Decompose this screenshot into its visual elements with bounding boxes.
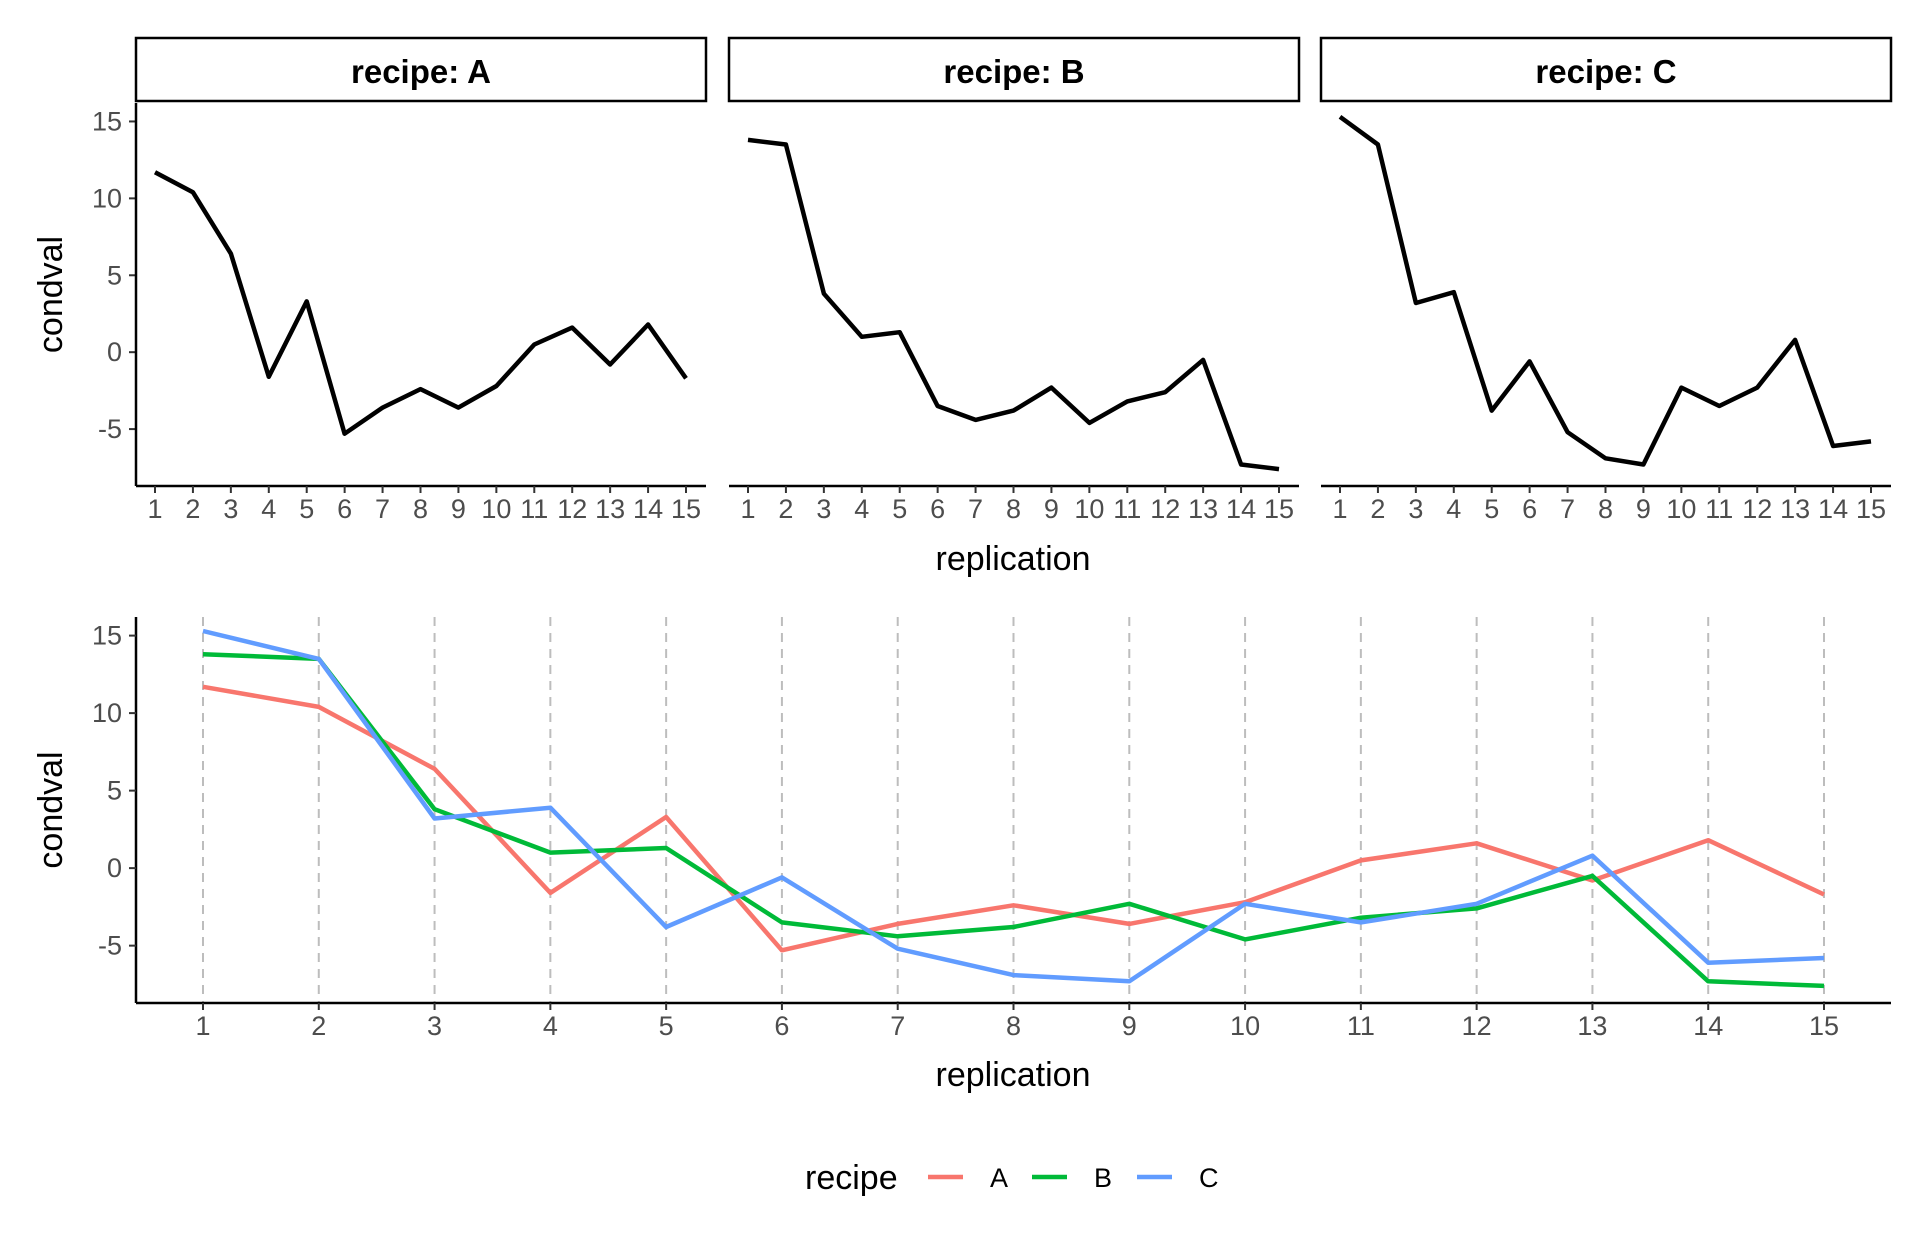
- series-line-c: [202, 628, 1825, 984]
- facet-x-tick-label: 7: [1560, 494, 1575, 524]
- facet-series-line: [747, 137, 1280, 472]
- facet-x-tick-label: 4: [261, 494, 276, 524]
- facet-x-tick-label: 10: [481, 494, 511, 524]
- facet-x-tick-label: 7: [968, 494, 983, 524]
- facet-x-tick-label: 5: [299, 494, 314, 524]
- facet-x-tick-label: 15: [1264, 494, 1294, 524]
- x-tick-label: 12: [1462, 1011, 1492, 1041]
- facet-y-tick-label: 15: [92, 106, 122, 136]
- facet-x-tick-label: 15: [1856, 494, 1886, 524]
- legend-label-c: C: [1199, 1163, 1219, 1193]
- y-tick-label: -5: [98, 931, 122, 961]
- x-axis-title: replication: [936, 1056, 1091, 1094]
- facet-y-axis-title: condval: [32, 236, 70, 353]
- facet-x-tick-label: 9: [1044, 494, 1059, 524]
- legend-label-a: A: [990, 1163, 1008, 1193]
- facet-x-tick-label: 4: [854, 494, 869, 524]
- facet-strip-box: [727, 36, 1301, 103]
- y-tick-label: 15: [92, 621, 122, 651]
- facet-x-tick-label: 2: [778, 494, 793, 524]
- facet-x-tick-label: 3: [816, 494, 831, 524]
- facet-x-tick-label: 10: [1666, 494, 1696, 524]
- facet-x-tick-label: 6: [930, 494, 945, 524]
- y-tick-label: 5: [107, 776, 122, 806]
- facet-strip-label: recipe: C: [1535, 53, 1676, 90]
- facet-series-line: [1338, 114, 1872, 467]
- facet-x-tick-label: 8: [1598, 494, 1613, 524]
- facet-x-tick-label: 1: [740, 494, 755, 524]
- facet-x-tick-label: 5: [892, 494, 907, 524]
- facet-series-line: [153, 170, 688, 436]
- facet-x-tick-label: 1: [147, 494, 162, 524]
- facet-x-tick-label: 11: [520, 494, 548, 524]
- x-tick-label: 14: [1693, 1011, 1723, 1041]
- y-axis-title: condval: [32, 751, 70, 868]
- x-tick-label: 15: [1809, 1011, 1839, 1041]
- facet-x-tick-label: 4: [1446, 494, 1461, 524]
- facet-x-tick-label: 2: [185, 494, 200, 524]
- facet-strip-label: recipe: B: [943, 53, 1084, 90]
- facet-x-tick-label: 14: [1818, 494, 1848, 524]
- facet-y-tick-label: -5: [98, 414, 122, 444]
- y-tick-label: 0: [107, 853, 122, 883]
- facet-x-tick-label: 3: [1408, 494, 1423, 524]
- x-tick-label: 6: [774, 1011, 789, 1041]
- facet-x-tick-label: 8: [413, 494, 428, 524]
- facet-strip-box: [1319, 36, 1893, 103]
- facet-x-tick-label: 6: [337, 494, 352, 524]
- facet-y-tick-label: 5: [107, 260, 122, 290]
- facet-x-tick-label: 12: [557, 494, 587, 524]
- series-line-b: [202, 651, 1825, 989]
- series-line-a: [202, 684, 1825, 953]
- facet-x-tick-label: 7: [375, 494, 390, 524]
- x-tick-label: 7: [890, 1011, 905, 1041]
- facet-x-tick-label: 14: [633, 494, 663, 524]
- x-tick-label: 13: [1577, 1011, 1607, 1041]
- facet-y-tick-label: 0: [107, 337, 122, 367]
- facet-x-tick-label: 6: [1522, 494, 1537, 524]
- x-tick-label: 9: [1122, 1011, 1137, 1041]
- legend-title: recipe: [805, 1159, 898, 1197]
- x-tick-label: 4: [543, 1011, 558, 1041]
- facet-x-axis-title: replication: [936, 540, 1091, 578]
- x-tick-label: 2: [311, 1011, 326, 1041]
- x-tick-label: 10: [1230, 1011, 1260, 1041]
- facet-x-tick-label: 13: [1780, 494, 1810, 524]
- facet-x-tick-label: 9: [451, 494, 466, 524]
- facet-x-tick-label: 5: [1484, 494, 1499, 524]
- legend-label-b: B: [1094, 1163, 1112, 1193]
- facet-x-tick-label: 2: [1370, 494, 1385, 524]
- facet-x-tick-label: 12: [1742, 494, 1772, 524]
- facet-x-tick-label: 11: [1705, 494, 1733, 524]
- facet-x-tick-label: 1: [1332, 494, 1347, 524]
- facet-x-tick-label: 13: [1188, 494, 1218, 524]
- facet-x-tick-label: 10: [1074, 494, 1104, 524]
- x-tick-label: 8: [1006, 1011, 1021, 1041]
- facet-x-tick-label: 12: [1150, 494, 1180, 524]
- facet-y-tick-label: 10: [92, 183, 122, 213]
- facet-x-tick-label: 14: [1226, 494, 1256, 524]
- facet-x-tick-label: 8: [1006, 494, 1021, 524]
- facet-x-tick-label: 3: [223, 494, 238, 524]
- x-tick-label: 5: [659, 1011, 674, 1041]
- facet-x-tick-label: 13: [595, 494, 625, 524]
- facet-strip-label: recipe: A: [351, 53, 491, 90]
- y-tick-label: 10: [92, 698, 122, 728]
- facet-x-tick-label: 9: [1636, 494, 1651, 524]
- facet-x-tick-label: 15: [671, 494, 701, 524]
- x-tick-label: 1: [195, 1011, 210, 1041]
- facet-strip-box: [134, 36, 708, 103]
- facet-x-tick-label: 11: [1113, 494, 1141, 524]
- x-tick-label: 11: [1347, 1011, 1375, 1041]
- x-tick-label: 3: [427, 1011, 442, 1041]
